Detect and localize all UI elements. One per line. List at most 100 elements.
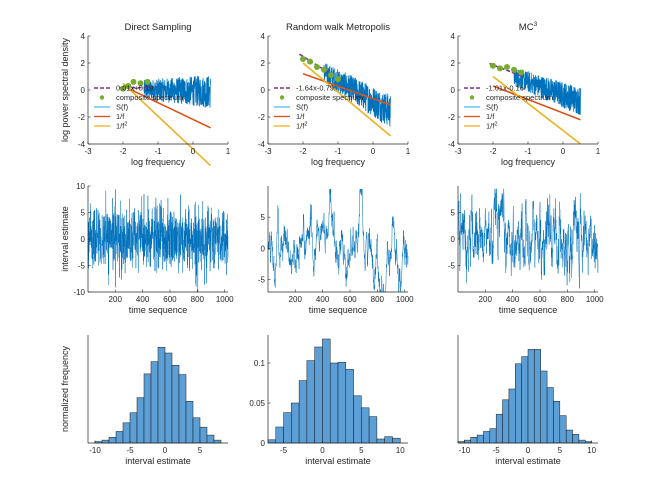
composite-point: [490, 63, 496, 69]
composite-point: [497, 65, 503, 71]
histogram-bar: [200, 427, 207, 443]
histogram-bar: [179, 375, 186, 443]
x-tick-label: 1: [596, 147, 601, 156]
x-tick-label: 5: [359, 446, 364, 455]
x-tick-label: -3: [84, 147, 92, 156]
y-tick-label: -10: [73, 288, 85, 297]
histogram-bar: [186, 401, 193, 443]
y-tick-label: 4: [451, 32, 456, 41]
y-tick-label: -2: [78, 113, 86, 122]
histogram-bar: [483, 431, 489, 443]
legend-composite-swatch: [280, 95, 284, 99]
histogram-bar: [361, 408, 369, 443]
y-tick-label: -4: [448, 140, 456, 149]
legend-1f2-label: 1/f2: [486, 122, 497, 131]
y-tick-label: 2: [81, 59, 86, 68]
histogram-bar: [464, 440, 470, 443]
histogram-bar: [534, 349, 540, 443]
composite-point: [328, 72, 334, 78]
histogram-bar: [322, 339, 330, 443]
y-tick-label: -2: [448, 113, 456, 122]
histogram-bar: [509, 389, 515, 443]
x-tick-label: 600: [533, 295, 547, 304]
histogram-bar: [338, 362, 346, 443]
histogram-bar: [579, 440, 585, 443]
x-tick-label: 800: [561, 295, 575, 304]
x-tick-label: -10: [89, 446, 101, 455]
y-tick-label: -4: [258, 140, 266, 149]
histogram-bar: [377, 439, 385, 443]
legend-1f-label: 1/f: [116, 112, 125, 121]
histogram-bar: [541, 371, 547, 443]
histogram-bar: [109, 437, 116, 443]
x-tick-label: 800: [371, 295, 385, 304]
histogram-bar: [193, 418, 200, 443]
histogram-bar: [268, 440, 276, 443]
panel-title: MC3: [519, 21, 538, 33]
histogram-bar: [214, 440, 221, 443]
legend-superscript: 2: [124, 122, 127, 128]
histogram-bar: [172, 365, 179, 443]
histogram-bar: [471, 437, 477, 443]
composite-point: [300, 56, 306, 62]
x-tick-label: 1: [226, 147, 231, 156]
histogram-bar: [354, 396, 362, 443]
histogram-bar: [566, 430, 572, 443]
y-axis-label: interval estimate: [60, 206, 70, 272]
x-tick-label: 5: [558, 446, 563, 455]
histogram-bar: [276, 427, 284, 443]
histogram-bar: [385, 437, 393, 443]
y-tick-label: 0: [261, 86, 266, 95]
histogram-bar: [144, 374, 151, 443]
histogram-bar: [560, 416, 566, 443]
x-tick-label: -2: [489, 147, 497, 156]
y-tick-label: 0: [81, 235, 86, 244]
histogram-bar: [515, 364, 521, 443]
histogram-bar: [490, 429, 496, 443]
y-tick-label: -4: [78, 140, 86, 149]
x-tick-label: 0: [526, 446, 531, 455]
x-tick-label: -1: [334, 147, 342, 156]
x-tick-label: 1: [406, 147, 411, 156]
x-tick-label: 10: [396, 446, 405, 455]
legend-sf-label: S(f): [486, 103, 499, 112]
x-axis-label: interval estimate: [125, 456, 191, 466]
legend-composite-label: composite spectrum: [296, 93, 363, 102]
x-tick-label: -3: [264, 147, 272, 156]
x-tick-label: -2: [299, 147, 307, 156]
x-axis-label: log frequency: [501, 157, 556, 167]
y-tick-label: 5: [261, 213, 266, 222]
y-tick-label: 5: [451, 209, 456, 218]
histogram-bar: [207, 435, 214, 443]
histogram-bar: [137, 398, 144, 443]
y-tick-label: 2: [451, 59, 456, 68]
time-series-line: [88, 190, 228, 293]
y-tick-label: -5: [78, 262, 86, 271]
x-axis-label: interval estimate: [305, 456, 371, 466]
x-tick-label: 1000: [216, 295, 234, 304]
panel-title: Random walk Metropolis: [286, 22, 390, 33]
y-tick-label: 0.1: [254, 359, 266, 368]
legend-1f2-label: 1/f2: [116, 122, 127, 131]
title-superscript: 3: [534, 21, 538, 28]
x-axis-label: time sequence: [499, 305, 558, 315]
time-series-line: [268, 189, 408, 292]
y-tick-label: -5: [448, 262, 456, 271]
histogram-bar: [392, 438, 400, 443]
histogram-bar: [299, 381, 307, 443]
x-tick-label: -1: [524, 147, 532, 156]
legend-1f2-label: 1/f2: [296, 122, 307, 131]
composite-point: [335, 76, 341, 82]
panel-title: Direct Sampling: [124, 22, 191, 33]
x-tick-label: -5: [493, 446, 501, 455]
x-tick-label: 600: [343, 295, 357, 304]
x-tick-label: 400: [136, 295, 150, 304]
histogram-bar: [291, 403, 299, 443]
